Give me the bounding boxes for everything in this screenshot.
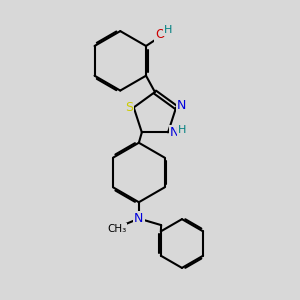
Text: O: O xyxy=(155,28,165,41)
Text: N: N xyxy=(177,100,186,112)
Text: N: N xyxy=(134,212,143,225)
Text: CH₃: CH₃ xyxy=(107,224,126,234)
Text: H: H xyxy=(178,125,187,135)
Text: S: S xyxy=(125,101,133,114)
Text: N: N xyxy=(170,126,179,139)
Text: H: H xyxy=(164,25,172,35)
